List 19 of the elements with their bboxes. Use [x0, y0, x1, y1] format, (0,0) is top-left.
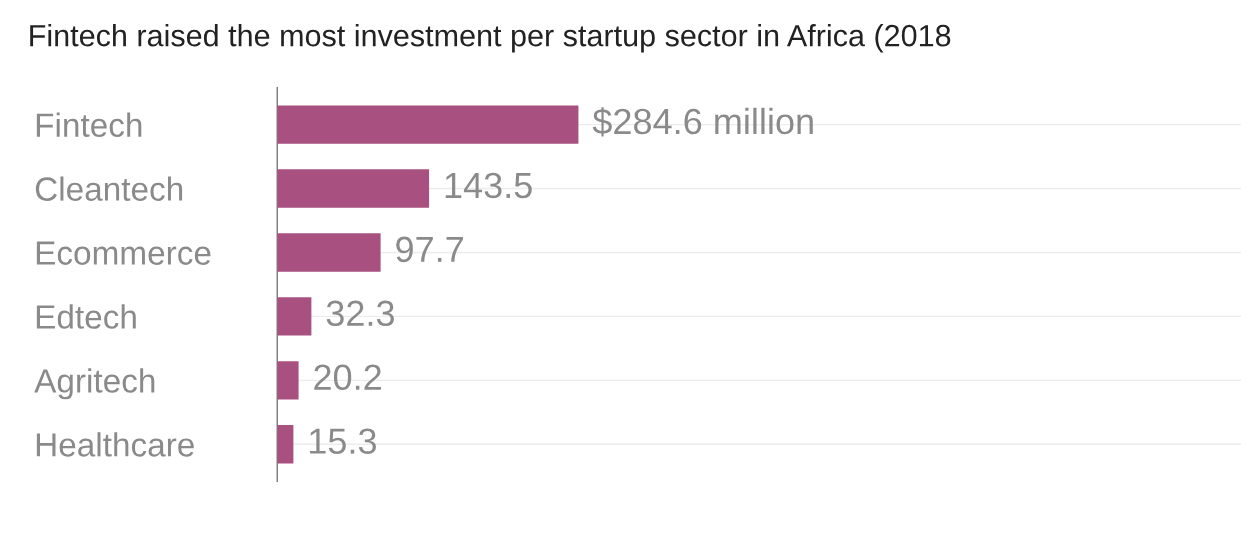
- bar: [277, 233, 381, 272]
- data-label: 143.5: [445, 172, 532, 199]
- bar: [277, 297, 312, 336]
- y-tick-label: Fintech: [36, 112, 142, 138]
- y-tick-label: Healthcare: [36, 432, 194, 457]
- y-tick-label: Edtech: [36, 304, 136, 329]
- y-tick-label: Cleantech: [35, 176, 183, 201]
- data-label: 32.3: [326, 300, 394, 327]
- bar: [277, 169, 430, 208]
- data-label: $284.6 million: [592, 107, 813, 137]
- data-label: 15.3: [310, 428, 376, 454]
- bar: [277, 425, 294, 464]
- y-tick-label: Ecommerce: [36, 241, 211, 265]
- bar: [277, 361, 299, 400]
- data-label: 97.7: [396, 236, 463, 263]
- bar: [277, 105, 579, 144]
- y-tick-label: Agritech: [34, 368, 155, 400]
- data-label: 20.2: [314, 364, 381, 391]
- chart-title: Fintech raised the most investment per startup sector in Africa (2018: [30, 24, 951, 53]
